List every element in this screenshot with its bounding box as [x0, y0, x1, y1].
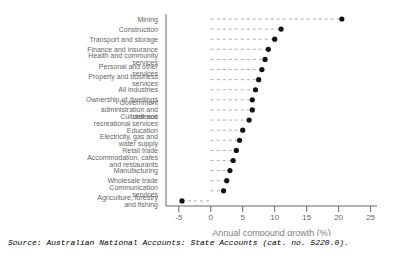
svg-text:10: 10 [270, 213, 279, 222]
svg-text:Property and businessservices: Property and businessservices [88, 73, 158, 87]
svg-text:20: 20 [334, 213, 343, 222]
svg-text:Annual compound growth (%): Annual compound growth (%) [212, 228, 331, 236]
svg-text:Governmentadministration andde: Governmentadministration anddefence [101, 99, 158, 120]
svg-text:15: 15 [302, 213, 311, 222]
svg-text:0: 0 [209, 213, 214, 222]
svg-text:Construction: Construction [119, 26, 158, 33]
svg-text:Cultural andrecreational servi: Cultural andrecreational services [94, 113, 159, 127]
svg-text:Accommodation, cafesand restau: Accommodation, cafesand restaurants [87, 154, 158, 168]
svg-text:Mining: Mining [137, 16, 158, 24]
svg-text:All industries: All industries [118, 86, 158, 93]
svg-text:25: 25 [366, 213, 375, 222]
svg-text:-5: -5 [175, 213, 183, 222]
svg-text:Transport and storage: Transport and storage [89, 36, 158, 44]
svg-text:Manufacturing: Manufacturing [114, 167, 158, 175]
svg-text:Agriculture, forestryand fishi: Agriculture, forestryand fishing [97, 194, 158, 209]
svg-text:5: 5 [241, 213, 246, 222]
